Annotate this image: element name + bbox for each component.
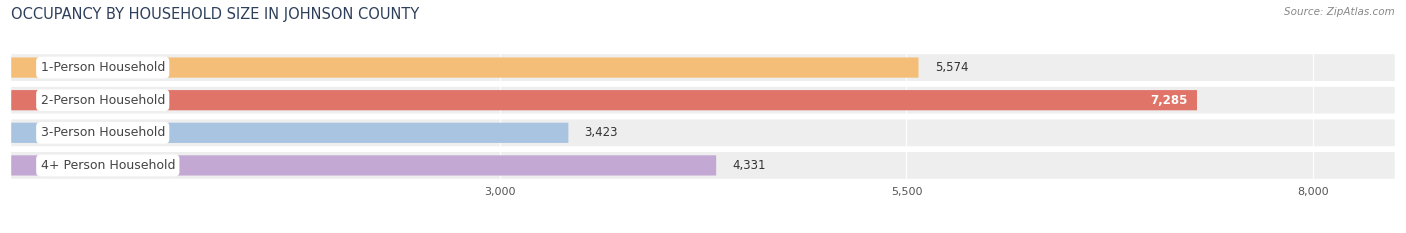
Text: 4+ Person Household: 4+ Person Household xyxy=(41,159,174,172)
Text: OCCUPANCY BY HOUSEHOLD SIZE IN JOHNSON COUNTY: OCCUPANCY BY HOUSEHOLD SIZE IN JOHNSON C… xyxy=(11,7,419,22)
Text: 1-Person Household: 1-Person Household xyxy=(41,61,165,74)
FancyBboxPatch shape xyxy=(11,58,918,78)
Text: 3-Person Household: 3-Person Household xyxy=(41,126,165,139)
Text: Source: ZipAtlas.com: Source: ZipAtlas.com xyxy=(1284,7,1395,17)
FancyBboxPatch shape xyxy=(11,155,716,175)
FancyBboxPatch shape xyxy=(11,87,1395,113)
Text: 2-Person Household: 2-Person Household xyxy=(41,94,165,107)
Text: 3,423: 3,423 xyxy=(585,126,619,139)
FancyBboxPatch shape xyxy=(11,90,1197,110)
FancyBboxPatch shape xyxy=(11,54,1395,81)
Text: 7,285: 7,285 xyxy=(1150,94,1187,107)
FancyBboxPatch shape xyxy=(11,120,1395,146)
FancyBboxPatch shape xyxy=(11,123,568,143)
Text: 4,331: 4,331 xyxy=(733,159,766,172)
Text: 5,574: 5,574 xyxy=(935,61,969,74)
FancyBboxPatch shape xyxy=(11,152,1395,179)
